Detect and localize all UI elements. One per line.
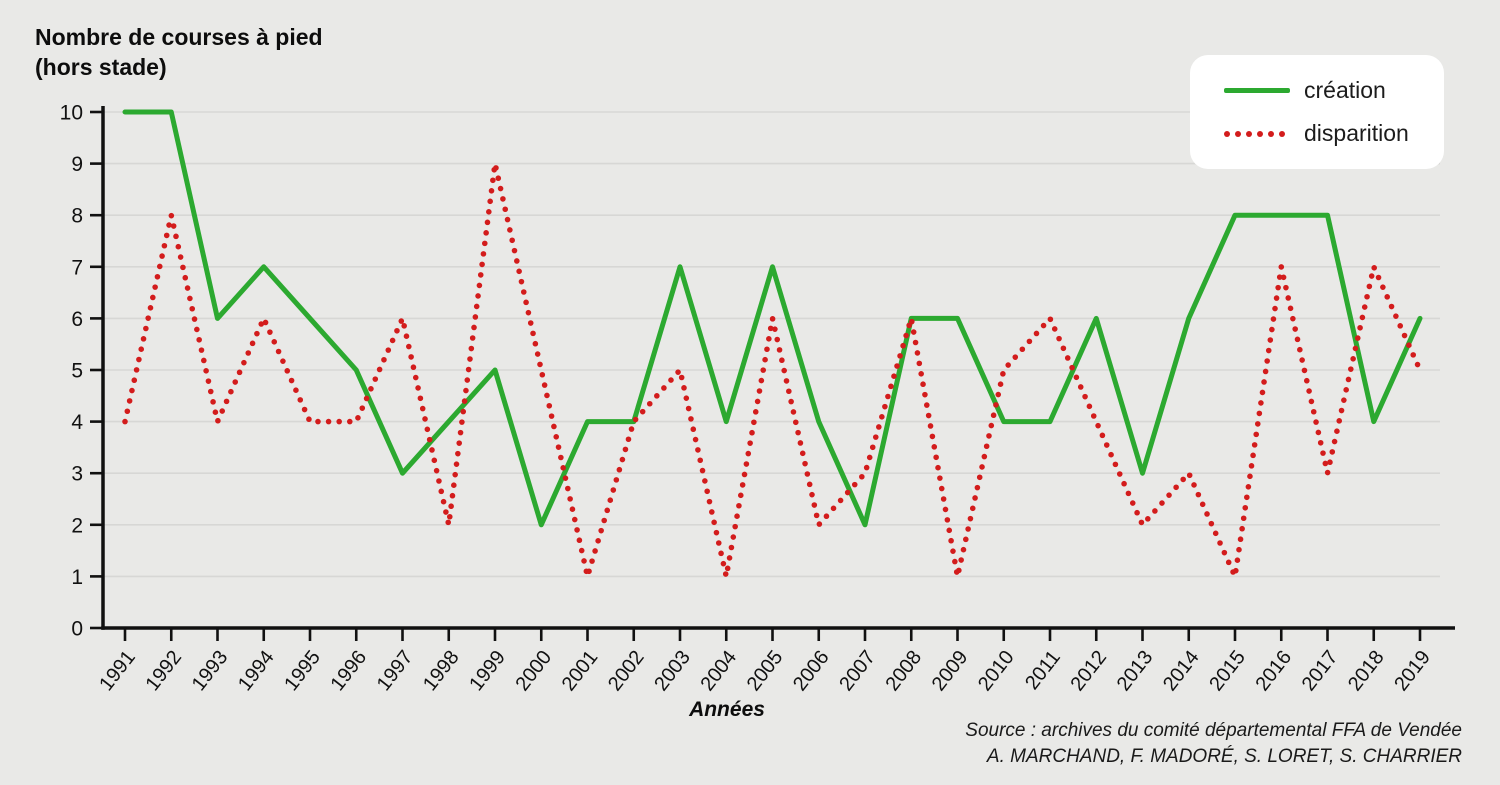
source-line2: A. MARCHAND, F. MADORÉ, S. LORET, S. CHA… [986, 746, 1462, 767]
x-axis-title: Années [689, 698, 765, 721]
y-tick-label: 3 [71, 463, 83, 486]
source-line1: Source : archives du comité départementa… [965, 720, 1462, 741]
legend-dot [1224, 130, 1230, 137]
y-tick-label: 5 [71, 360, 83, 383]
x-tick-label: 2017 [1298, 647, 1343, 696]
legend-dot [1235, 130, 1241, 137]
x-tick-label: 2008 [881, 647, 926, 696]
x-tick-label: 1993 [188, 647, 233, 696]
x-tick-label: 2000 [511, 647, 556, 696]
y-tick-label: 2 [71, 514, 83, 537]
legend-dot [1246, 130, 1252, 137]
legend-dot [1257, 130, 1263, 137]
legend: création disparition [1190, 55, 1444, 169]
y-tick-label: 4 [71, 411, 83, 434]
x-tick-label: 2010 [974, 647, 1019, 696]
chart-title-line1: Nombre de courses à pied [35, 24, 323, 50]
disparition-line-sample [1224, 130, 1290, 137]
y-tick-label: 9 [71, 153, 83, 176]
creation-line-sample [1224, 88, 1290, 93]
y-tick-label: 8 [71, 205, 83, 228]
x-tick-label: 2006 [789, 647, 834, 696]
x-tick-label: 1997 [373, 647, 418, 696]
x-tick-label: 1996 [326, 647, 371, 696]
x-tick-label: 2009 [928, 647, 973, 696]
x-tick-label: 1995 [280, 647, 325, 696]
y-tick-label: 0 [71, 618, 83, 641]
x-tick-label: 2005 [743, 647, 788, 696]
x-tick-label: 2015 [1205, 647, 1250, 696]
x-tick-label: 2018 [1344, 647, 1389, 696]
x-tick-label: 2003 [650, 647, 695, 696]
x-tick-label: 2016 [1251, 647, 1296, 696]
x-tick-label: 2011 [1021, 647, 1065, 694]
legend-label-creation: création [1304, 77, 1386, 103]
solid-line-swatch [1224, 88, 1290, 93]
x-tick-label: 1992 [141, 647, 186, 696]
legend-item-disparition: disparition [1224, 120, 1444, 147]
x-tick-label: 2019 [1390, 647, 1435, 696]
x-tick-label: 1999 [465, 647, 510, 696]
x-tick-label: 1998 [419, 647, 464, 696]
x-tick-label: 2013 [1113, 647, 1158, 696]
disparition-line [122, 160, 1423, 580]
x-tick-label: 2001 [558, 647, 603, 696]
creation-line [122, 109, 1423, 528]
chart-title-line2: (hors stade) [35, 54, 167, 80]
y-tick-label: 1 [71, 566, 83, 589]
x-tick-label: 1994 [234, 647, 279, 696]
x-tick-label: 2007 [835, 647, 880, 696]
x-tick-label: 2012 [1066, 647, 1111, 696]
source-note: Source : archives du comité départementa… [762, 718, 1462, 770]
dotted-line-swatch [1224, 130, 1285, 137]
legend-dot [1268, 130, 1274, 137]
y-tick-label: 6 [71, 308, 83, 331]
x-tick-label: 2014 [1159, 647, 1204, 696]
y-tick-label: 7 [71, 256, 83, 279]
x-tick-label: 2004 [696, 647, 741, 696]
x-tick-label: 2002 [604, 647, 649, 696]
legend-label-disparition: disparition [1304, 120, 1409, 146]
x-tick-label: 1991 [95, 647, 140, 696]
legend-item-creation: création [1224, 77, 1444, 104]
chart-title: Nombre de courses à pied (hors stade) [35, 22, 323, 82]
y-tick-label: 10 [60, 102, 83, 125]
legend-dot [1279, 130, 1285, 137]
